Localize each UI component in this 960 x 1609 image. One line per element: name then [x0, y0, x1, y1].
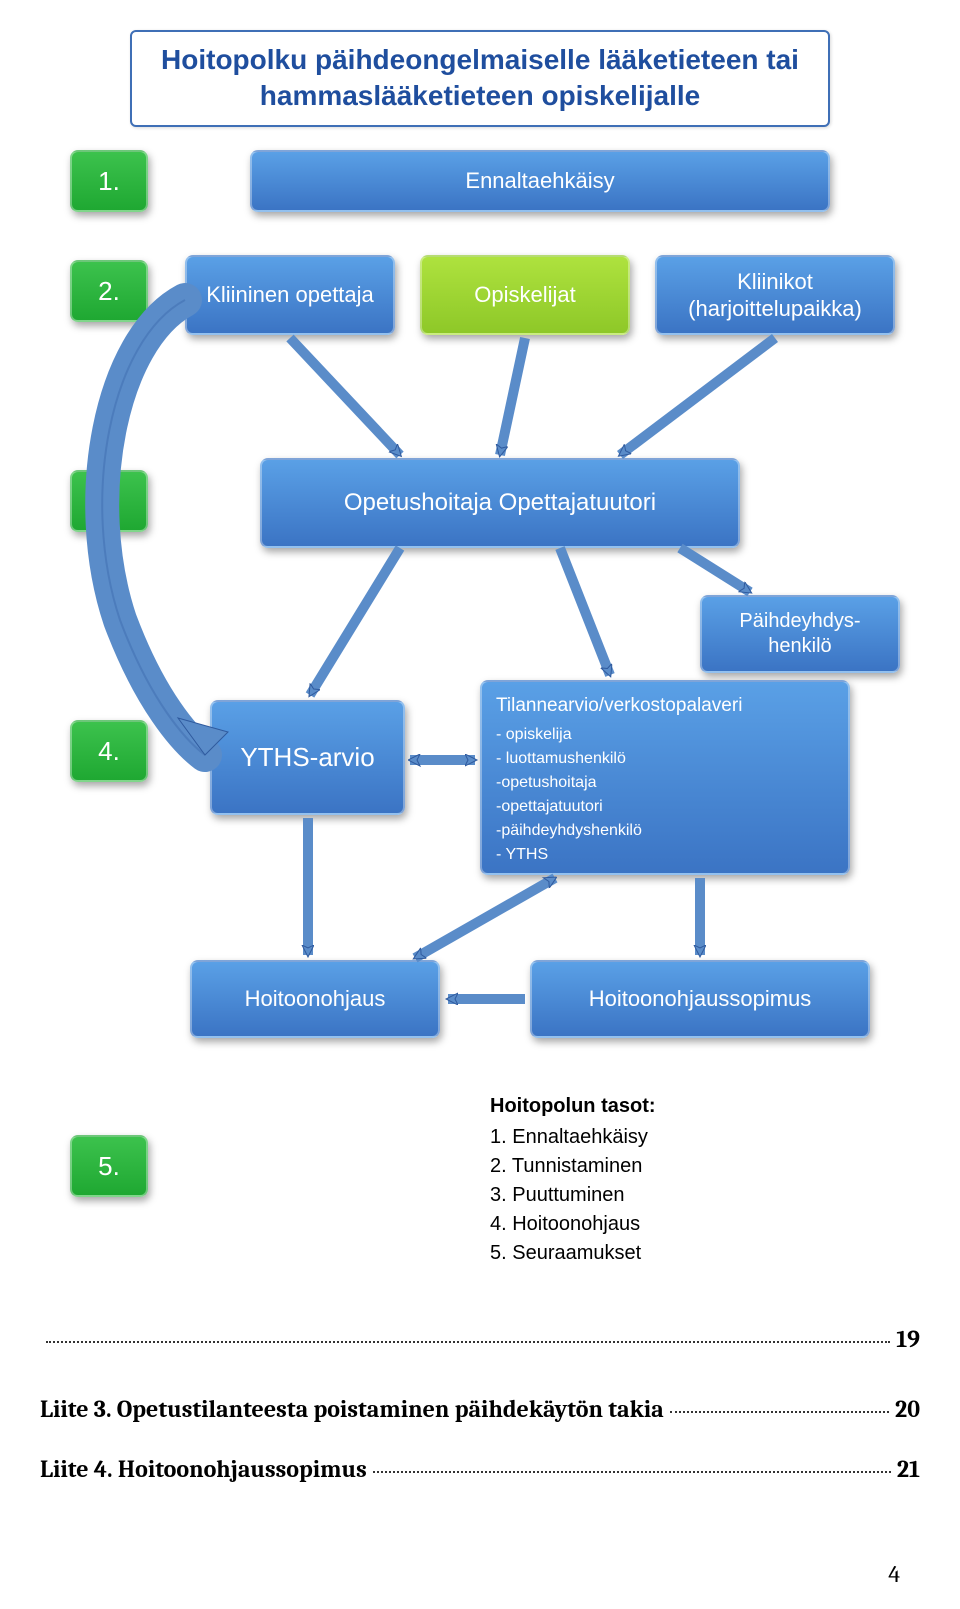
toc-row-1: 19	[40, 1325, 920, 1353]
page-number: 4	[888, 1560, 900, 1588]
toc-leader	[46, 1341, 890, 1343]
arrows-layer	[0, 0, 960, 1280]
toc-row-2: Liite 3. Opetustilanteesta poistaminen p…	[40, 1395, 920, 1423]
toc-page: 20	[895, 1395, 920, 1423]
toc-page: 21	[897, 1455, 920, 1483]
toc-leader	[670, 1411, 889, 1413]
diagram-canvas: Hoitopolku päihdeongelmaiselle lääketiet…	[0, 0, 960, 1609]
toc-label: Liite 4. Hoitoonohjaussopimus	[40, 1455, 367, 1483]
toc-page: 19	[896, 1325, 920, 1353]
toc-label: Liite 3. Opetustilanteesta poistaminen p…	[40, 1395, 664, 1423]
toc-leader	[373, 1471, 891, 1473]
page-number-value: 4	[888, 1560, 900, 1588]
toc-row-3: Liite 4. Hoitoonohjaussopimus 21	[40, 1455, 920, 1483]
